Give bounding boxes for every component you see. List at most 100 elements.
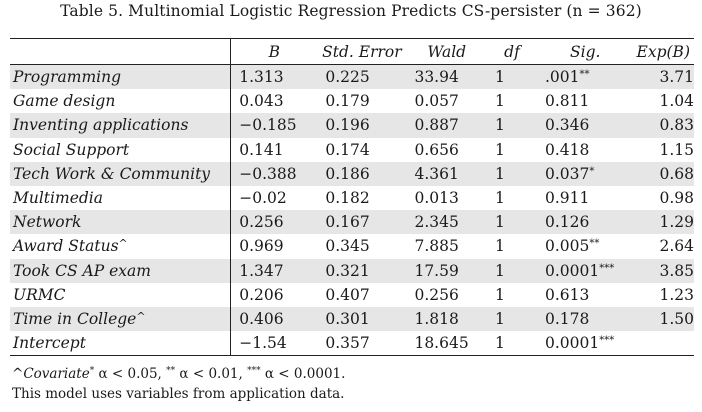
cell-df: 1 (487, 282, 537, 307)
cell-variable: Inventing applications (10, 113, 232, 138)
cell-b-text: −0.02 (239, 189, 287, 208)
cell-exp-b-text: 1.15 (659, 140, 694, 159)
cell-sig: 0.0001*** (537, 331, 634, 356)
cell-variable: URMC (10, 282, 232, 307)
cell-sig: 0.126 (537, 210, 634, 235)
cell-b: 0.256 (230, 210, 318, 235)
cell-df: 1 (487, 306, 537, 332)
cell-std-error: 0.174 (317, 137, 407, 162)
table-body: Programming 1.313 0.225 33.94 1.001** 3.71 Gam… (10, 64, 694, 356)
cell-std-error-text: 0.174 (325, 140, 370, 159)
cell-std-error-text: 0.225 (325, 68, 370, 87)
cell-b: 0.043 (230, 89, 318, 114)
cell-exp-b-text: 1.23 (659, 285, 694, 304)
cell-df-text: 1 (495, 92, 505, 111)
cell-variable-text: Took CS AP exam (13, 261, 151, 280)
cell-wald: 0.256 (406, 282, 488, 307)
cell-exp-b-text: 3.85 (659, 261, 694, 280)
table-row: Took CS AP exam 1.347 0.321 17.59 1 0.0001***… (10, 258, 694, 283)
cell-sig-text: 0.911 (545, 189, 590, 208)
cell-df-text: 1 (495, 140, 505, 159)
cell-b-text: 0.141 (239, 140, 284, 159)
cell-std-error-text: 0.321 (325, 261, 370, 280)
cell-b-text: 0.406 (239, 309, 284, 328)
footnote-star3: *** (247, 366, 261, 376)
cell-sig: 0.037* (537, 161, 634, 186)
cell-std-error: 0.321 (317, 258, 407, 283)
cell-std-error-text: 0.301 (325, 309, 370, 328)
cell-b: −0.185 (230, 113, 318, 138)
footnote-significance: ^Covariate* α < 0.05, ** α < 0.01, *** α… (12, 366, 345, 382)
cell-sig-text: 0.613 (545, 285, 590, 304)
cell-sig-text: 0.346 (545, 116, 590, 135)
cell-wald: 0.057 (406, 89, 488, 114)
table-row: Programming 1.313 0.225 33.94 1 .001** 3.71 (10, 64, 694, 90)
cell-std-error-text: 0.179 (325, 92, 370, 111)
header-std-error: Std. Error (322, 42, 402, 61)
table-row: Game design 0.043 0.179 0.057 1 0.811 1.04 (10, 89, 694, 114)
cell-df-text: 1 (495, 164, 505, 183)
cell-exp-b-text: 3.71 (659, 68, 694, 87)
cell-exp-b: 3.85 (633, 258, 694, 283)
regression-table: B Std. Error Wald df Sig. Exp(B) Program… (10, 38, 694, 356)
cell-sig: 0.811 (537, 89, 634, 114)
cell-variable-text: Game design (13, 92, 116, 111)
table-caption: Table 5. Multinomial Logistic Regression… (60, 2, 642, 20)
cell-std-error: 0.225 (317, 64, 407, 90)
cell-wald-text: 0.013 (414, 189, 459, 208)
footnote-p2: α < 0.01, (175, 366, 248, 382)
cell-sig: 0.346 (537, 113, 634, 138)
cell-variable-text: Time in College (13, 309, 137, 328)
cell-variable: Took CS AP exam (10, 258, 232, 283)
header-b: B (268, 42, 280, 61)
cell-df-text: 1 (495, 213, 505, 232)
cell-wald: 1.818 (406, 306, 488, 332)
cell-b: −1.54 (230, 331, 318, 356)
cell-wald-text: 0.057 (414, 92, 459, 111)
cell-exp-b: 0.98 (633, 185, 694, 211)
cell-exp-b-text: 1.29 (659, 213, 694, 232)
cell-exp-b-text: 1.04 (659, 92, 694, 111)
header-sig: Sig. (570, 42, 601, 61)
header-variable (10, 38, 232, 65)
cell-sig-text: 0.037 (545, 164, 590, 183)
table-row: Award Status^ 0.969 0.345 7.885 1 0.005** 2.64 (10, 234, 694, 259)
cell-wald-text: 2.345 (414, 213, 459, 232)
table-row: Network 0.256 0.167 2.345 1 0.126 1.29 (10, 210, 694, 235)
cell-std-error: 0.186 (317, 161, 407, 186)
table-header-row: B Std. Error Wald df Sig. Exp(B) (10, 38, 694, 65)
cell-df: 1 (487, 64, 537, 90)
cell-sig-text: .001 (545, 68, 580, 87)
footnote-caret: ^ (12, 366, 24, 382)
cell-sig-text: 0.178 (545, 309, 590, 328)
cell-std-error: 0.345 (317, 234, 407, 259)
cell-df-text: 1 (495, 261, 505, 280)
footnote-star1: * (89, 366, 95, 376)
significance-stars: ** (589, 238, 600, 250)
cell-df-text: 1 (495, 116, 505, 135)
cell-std-error: 0.179 (317, 89, 407, 114)
cell-sig: 0.418 (537, 137, 634, 162)
header-exp-b: Exp(B) (636, 42, 690, 61)
cell-b: −0.02 (230, 185, 318, 211)
significance-stars: * (589, 165, 595, 177)
cell-df: 1 (487, 258, 537, 283)
cell-variable: Game design (10, 89, 232, 114)
cell-exp-b-text: 0.98 (659, 189, 694, 208)
cell-sig-text: 0.005 (545, 237, 590, 256)
footnote-covariate: Covariate (23, 366, 90, 382)
cell-sig-text: 0.811 (545, 92, 590, 111)
cell-df: 1 (487, 185, 537, 211)
cell-exp-b: 0.83 (633, 113, 694, 138)
cell-b-text: −0.388 (239, 164, 297, 183)
cell-df-text: 1 (495, 68, 505, 87)
cell-sig: 0.0001*** (537, 258, 634, 283)
cell-std-error-text: 0.186 (325, 164, 370, 183)
cell-sig-text: 0.0001 (545, 334, 600, 353)
table-row: Social Support 0.141 0.174 0.656 1 0.418 1.15 (10, 137, 694, 162)
cell-std-error: 0.182 (317, 185, 407, 211)
cell-exp-b: 3.71 (633, 64, 694, 90)
cell-df: 1 (487, 161, 537, 186)
cell-b-text: 0.969 (239, 237, 284, 256)
cell-sig: 0.178 (537, 306, 634, 332)
